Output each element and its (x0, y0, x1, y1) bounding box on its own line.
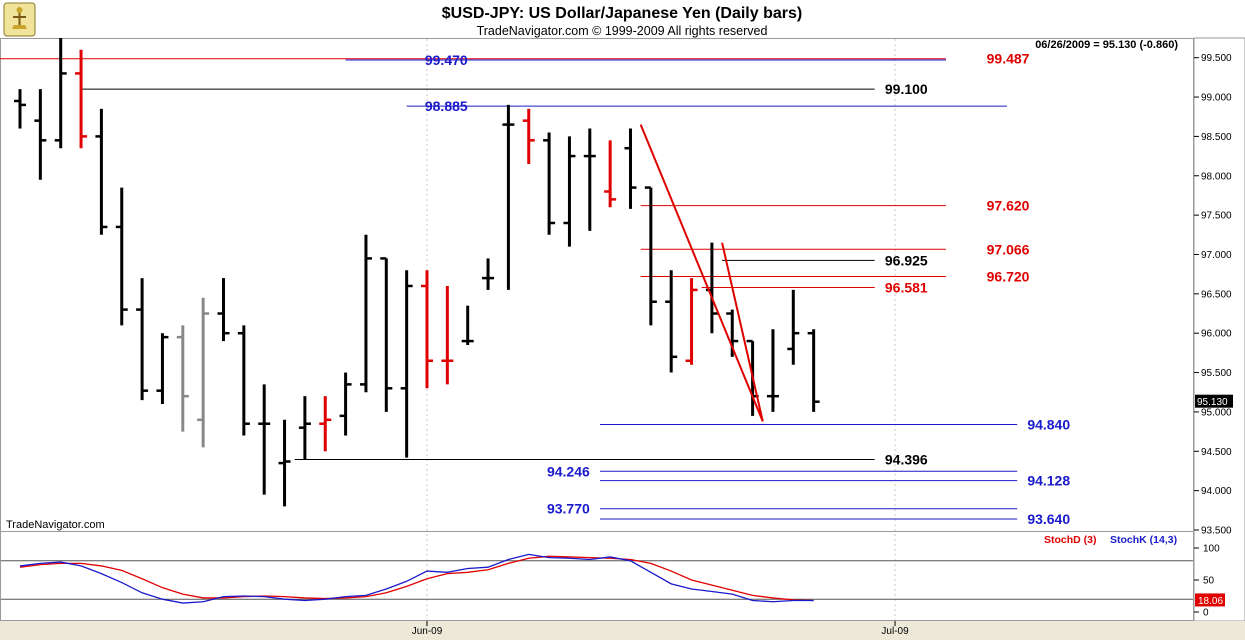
price-axis-panel (1193, 37, 1245, 622)
ohlc-bar (156, 333, 169, 405)
trendlines-layer (639, 124, 764, 422)
time-tick-label: Jun-09 (412, 626, 443, 637)
stoch-tick-label: 50 (1203, 576, 1215, 587)
ohlc-bar (766, 329, 779, 412)
stoch-tick-label: 100 (1203, 544, 1220, 555)
ohlc-bar (685, 278, 698, 365)
price-bars-layer (14, 38, 820, 507)
ohlc-bar (14, 89, 26, 129)
level-label: 98.885 (425, 98, 468, 114)
ohlc-bar (502, 104, 515, 290)
price-tick-label: 96.000 (1201, 329, 1232, 340)
ohlc-bar (278, 419, 291, 507)
level-label: 93.640 (1027, 511, 1070, 527)
ohlc-bar (482, 258, 495, 290)
watermark-text: TradeNavigator.com (6, 519, 105, 531)
price-tick-label: 95.500 (1201, 368, 1232, 379)
ohlc-bar (421, 270, 433, 389)
time-axis-labels: Jun-09 Jul-09 (412, 621, 909, 637)
level-label: 94.128 (1027, 473, 1070, 489)
stoch-series-line (19, 553, 814, 604)
level-label: 94.246 (547, 463, 590, 479)
price-panel-frame (0, 38, 1194, 532)
ohlc-bar (298, 396, 311, 460)
level-label: 94.396 (885, 451, 928, 467)
last-price-badge (1195, 394, 1233, 408)
level-label: 93.770 (547, 501, 590, 517)
price-tick-label: 99.500 (1201, 53, 1232, 64)
ohlc-bar (258, 384, 271, 495)
level-label: 96.720 (987, 269, 1030, 285)
price-tick-label: 95.000 (1201, 407, 1232, 418)
stoch-tick-label: 0 (1203, 608, 1209, 619)
ohlc-bar (176, 325, 189, 432)
copyright-text: TradeNavigator.com © 1999-2009 All right… (477, 24, 768, 38)
ohlc-bar (522, 108, 535, 164)
ohlc-bar (461, 305, 474, 346)
ohlc-bar (217, 278, 230, 342)
trendline (639, 124, 764, 422)
ohlc-bar (563, 136, 576, 247)
stochastic-layer: 0 50 100 18.06 (1, 544, 1225, 619)
ohlc-bar (237, 325, 250, 436)
price-tick-label: 94.500 (1201, 447, 1232, 458)
price-axis-labels: 93.500 94.000 94.500 95.000 95.500 96.000 96.5… (1194, 53, 1233, 537)
price-tick-label: 96.500 (1201, 289, 1232, 300)
level-lines-layer: 99.487 99.470 99.100 98.885 97.620 97.066 96.9… (0, 51, 1070, 527)
stoch-series-line (19, 555, 814, 602)
level-label: 97.066 (987, 241, 1030, 257)
last-price-value: 95.130 (1197, 397, 1228, 408)
ohlc-bar (624, 128, 637, 209)
ohlc-bar (400, 270, 413, 458)
stoch-last-badge (1195, 593, 1225, 607)
stoch-k-legend: StochK (14,3) (1110, 534, 1177, 546)
ohlc-bar (136, 278, 149, 401)
ohlc-bar (543, 132, 556, 235)
price-tick-label: 97.500 (1201, 211, 1232, 222)
ohlc-bar (583, 128, 596, 231)
ohlc-bar (441, 285, 454, 385)
ohlc-bar (787, 289, 800, 365)
ohlc-bar (319, 396, 332, 452)
ohlc-bar (359, 234, 372, 393)
level-label: 96.581 (885, 279, 928, 295)
ohlc-bar (339, 372, 352, 436)
level-label: 94.840 (1027, 417, 1070, 433)
level-label: 96.925 (885, 252, 928, 268)
chart-title: $USD-JPY: US Dollar/Japanese Yen (Daily … (442, 5, 802, 22)
time-axis-strip (0, 621, 1245, 640)
ohlc-bar (54, 38, 67, 149)
ohlc-bar (380, 257, 393, 412)
price-tick-label: 98.000 (1201, 171, 1232, 182)
level-label: 99.487 (987, 51, 1030, 67)
price-tick-label: 94.000 (1201, 486, 1232, 497)
time-tick-label: Jul-09 (881, 626, 909, 637)
price-tick-label: 93.500 (1201, 526, 1232, 537)
oscillator-panel-frame (0, 531, 1194, 621)
trade-navigator-logo-icon (3, 2, 36, 37)
ohlc-bar (604, 140, 617, 208)
ohlc-bar (95, 108, 108, 235)
ohlc-bar (807, 329, 820, 412)
ohlc-bar (197, 297, 210, 448)
level-label: 99.100 (885, 81, 928, 97)
trendline (721, 242, 764, 422)
level-label: 97.620 (987, 198, 1030, 214)
ohlc-bar (115, 187, 128, 326)
price-tick-label: 98.500 (1201, 132, 1232, 143)
price-tick-label: 97.000 (1201, 250, 1232, 261)
ohlc-bar (75, 49, 88, 149)
stoch-last-value: 18.06 (1198, 596, 1223, 607)
last-price-info: 06/26/2009 = 95.130 (-0.860) (1035, 39, 1178, 51)
ohlc-bar (665, 270, 678, 373)
stoch-d-legend: StochD (3) (1044, 534, 1097, 546)
level-label: 99.470 (425, 52, 468, 68)
ohlc-bar (644, 186, 657, 326)
ohlc-bar (34, 89, 47, 180)
price-tick-label: 99.000 (1201, 93, 1232, 104)
